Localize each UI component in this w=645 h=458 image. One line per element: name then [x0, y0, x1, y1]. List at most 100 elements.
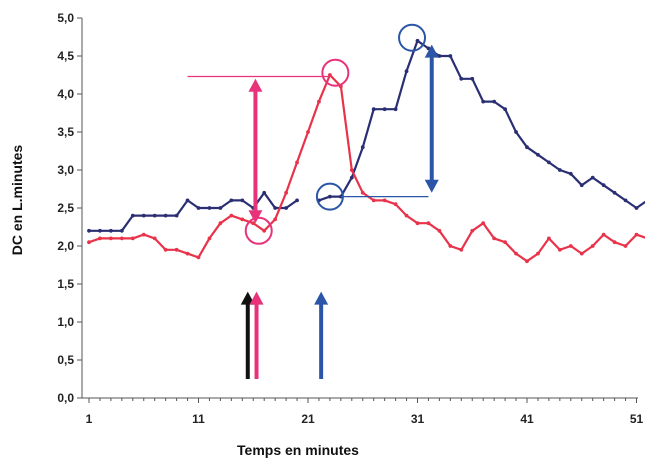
- series-navy-point: [612, 190, 617, 195]
- series-navy-point: [174, 213, 179, 218]
- series-red-point: [568, 244, 573, 248]
- series-navy-point: [601, 183, 606, 188]
- x-tick-label: 51: [630, 412, 644, 426]
- series-red-point: [130, 236, 135, 241]
- series-navy-point: [273, 206, 278, 210]
- x-tick-label: 1: [86, 412, 93, 426]
- series-red-point: [536, 251, 540, 256]
- series-red-point: [251, 221, 256, 226]
- series-navy-point: [119, 228, 124, 233]
- series-red-point: [514, 251, 518, 256]
- series-red-point: [481, 221, 486, 226]
- axes: 0,00,51,01,52,02,53,03,54,04,55,01 11 21 31…: [57, 11, 644, 426]
- series-red-point: [382, 198, 387, 203]
- blue-double-arrow-head-bottom: [424, 179, 439, 193]
- series-red-point: [98, 236, 102, 241]
- black-up-arrow-head: [240, 291, 255, 305]
- series-navy-point: [240, 198, 245, 203]
- series-red-point: [525, 259, 529, 264]
- series-red-point: [284, 190, 288, 195]
- series-navy-point: [382, 107, 387, 112]
- y-tick-label: 3,0: [57, 163, 74, 177]
- series-navy-point: [568, 171, 573, 176]
- series-red-point: [349, 168, 354, 172]
- pink-double-arrow-head-bottom: [248, 210, 263, 224]
- series-navy-point: [360, 145, 365, 150]
- series-red-point: [371, 198, 376, 203]
- pink-circle-trough: [244, 216, 273, 245]
- series-navy-point: [262, 190, 267, 195]
- blue-circle-peak: [398, 23, 427, 52]
- series-navy-point: [448, 54, 453, 58]
- series-navy-point: [163, 213, 168, 218]
- series-navy-line: [318, 39, 645, 210]
- series-red-point: [229, 213, 234, 218]
- series-navy-point: [415, 38, 420, 43]
- series-navy-point: [328, 194, 332, 199]
- series-red-point: [262, 228, 267, 233]
- y-tick-label: 2,5: [57, 201, 74, 215]
- series-red-point: [612, 240, 617, 245]
- y-tick-label: 4,0: [57, 87, 74, 101]
- series-navy-point: [634, 206, 639, 210]
- series-navy-point: [470, 76, 475, 81]
- series-navy-point: [284, 206, 288, 210]
- series-red-point: [163, 247, 168, 252]
- series-red-point: [448, 244, 453, 248]
- series-red-point: [579, 251, 584, 256]
- series-navy-point: [492, 99, 497, 104]
- pink-double-arrow-head-top: [248, 78, 263, 92]
- x-tick-label: 21: [301, 412, 315, 426]
- x-tick-label: 41: [520, 412, 534, 426]
- series-navy-point: [207, 206, 212, 210]
- y-tick-label: 4,5: [57, 49, 74, 63]
- series-red-point: [109, 236, 113, 241]
- series-red-point: [557, 247, 562, 252]
- series-red-point: [601, 232, 606, 237]
- series-red-point: [470, 228, 475, 233]
- series-red-point: [273, 217, 278, 222]
- series-navy-point: [547, 160, 551, 165]
- x-tick-label: 31: [411, 412, 425, 426]
- series-red-point: [174, 247, 179, 252]
- series-red-point: [415, 221, 420, 226]
- blue-double-arrow-head-top: [424, 44, 439, 58]
- series-red-point: [218, 221, 223, 226]
- x-tick-label: 11: [192, 412, 205, 426]
- series-red-point: [360, 190, 365, 195]
- series-red-line: [88, 73, 645, 263]
- series-navy-point: [87, 228, 91, 233]
- series-navy-line: [89, 191, 298, 232]
- series-red-point: [119, 236, 124, 241]
- series-red-point: [207, 236, 212, 241]
- series-navy-point: [109, 228, 113, 233]
- series-red-point: [185, 251, 190, 256]
- series-navy-point: [503, 107, 507, 112]
- y-axis-title: DC en L.minutes: [9, 145, 25, 256]
- series-navy-point: [141, 213, 146, 218]
- pink-circle-peak: [321, 58, 350, 87]
- series-red-point: [547, 236, 551, 241]
- series-red-point: [634, 232, 639, 237]
- series-navy-point: [152, 213, 157, 218]
- series-red-point: [426, 221, 431, 226]
- series-red-point: [404, 213, 409, 218]
- blue-circle-trough: [315, 182, 344, 211]
- series-navy-point: [218, 206, 223, 210]
- series-red-point: [141, 232, 146, 237]
- series-navy-point: [393, 107, 398, 112]
- series-navy-point: [590, 175, 595, 180]
- series-navy-point: [130, 213, 135, 218]
- series-navy-point: [349, 175, 354, 180]
- y-tick-label: 3,5: [57, 125, 74, 139]
- series-red-point: [240, 217, 245, 222]
- series-navy-point: [229, 198, 234, 203]
- y-tick-label: 2,0: [57, 239, 74, 253]
- x-axis-title: Temps en minutes: [237, 442, 359, 458]
- series-navy-point: [557, 168, 562, 172]
- series-navy-point: [185, 198, 190, 203]
- series-red-point: [196, 255, 201, 260]
- y-tick-label: 0,5: [57, 353, 74, 367]
- annotations: [187, 23, 439, 379]
